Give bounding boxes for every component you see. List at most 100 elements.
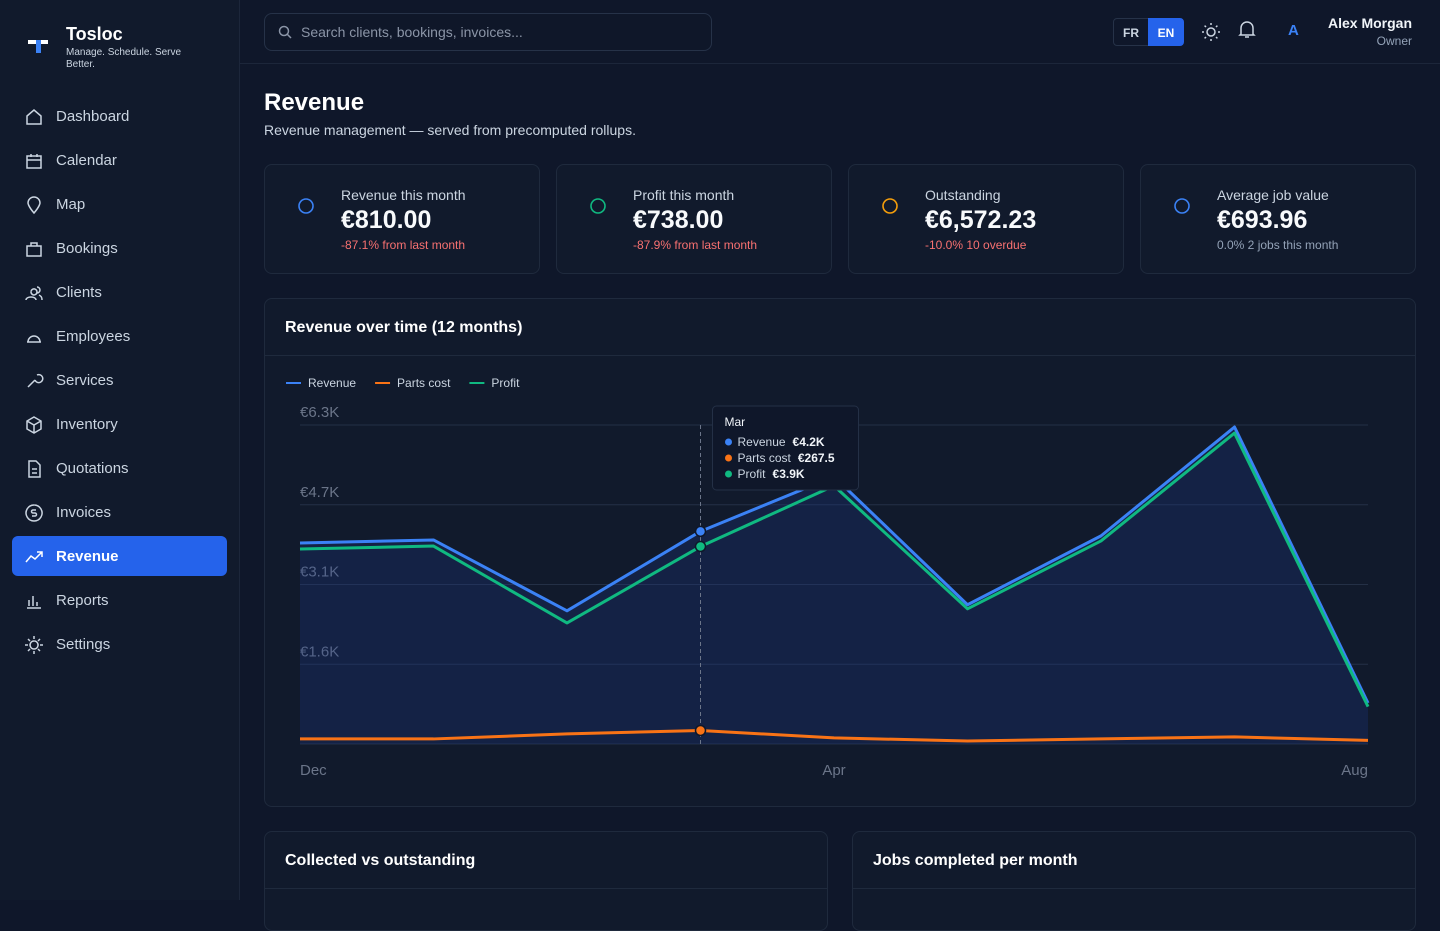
stat-icon — [882, 198, 898, 214]
nav-item[interactable]: Calendar — [12, 140, 227, 180]
stat-change: -87.9% from last month — [633, 238, 758, 252]
divider — [853, 888, 1415, 889]
notifications[interactable] — [1238, 20, 1256, 40]
tooltip-name: Profit — [738, 467, 767, 481]
tooltip-dot — [725, 454, 732, 462]
stat-label: Revenue this month — [341, 187, 466, 203]
legend-label: Parts cost — [397, 376, 451, 390]
y-tick-label: €1.6K — [300, 643, 339, 660]
icon — [28, 460, 41, 478]
hover-point — [694, 724, 707, 737]
nav-item[interactable]: Inventory — [12, 404, 227, 444]
nav-icon — [28, 460, 41, 478]
lang-button[interactable]: EN — [1148, 18, 1184, 46]
nav-icon — [26, 416, 42, 434]
tooltip-title: Mar — [725, 415, 746, 429]
x-tick-label: Aug — [1341, 762, 1368, 779]
chart-title: Revenue over time (12 months) — [285, 319, 523, 336]
nav-icon — [26, 242, 42, 257]
page-subtitle: Revenue management — served from precomp… — [264, 122, 636, 138]
hover-point — [694, 540, 707, 553]
nav-label: Quotations — [56, 459, 129, 477]
nav-label: Services — [56, 371, 114, 389]
stat-value: €6,572.23 — [925, 206, 1037, 234]
divider — [265, 888, 827, 889]
sidebar: Tosloc Manage. Schedule. Serve Better. D… — [0, 0, 240, 900]
nav-item[interactable]: Map — [12, 184, 227, 224]
nav-item[interactable]: Dashboard — [12, 96, 227, 136]
icon — [25, 636, 43, 654]
nav-icon — [25, 551, 43, 563]
avatar[interactable]: A — [1288, 22, 1299, 39]
nav-label: Inventory — [56, 415, 118, 433]
nav-item[interactable]: Settings — [12, 624, 227, 664]
nav-item[interactable]: Quotations — [12, 448, 227, 488]
y-tick-label: €4.7K — [300, 484, 339, 501]
icon — [590, 198, 606, 214]
stat-card: Profit this month €738.00 -87.9% from last… — [556, 164, 832, 274]
icon — [27, 335, 41, 343]
nav-icon — [27, 596, 41, 609]
tooltip-name: Parts cost — [738, 451, 792, 465]
tooltip-value: €267.5 — [798, 451, 835, 465]
nav-item[interactable]: Services — [12, 360, 227, 400]
x-tick-label: Apr — [822, 762, 845, 779]
search-box[interactable]: Search clients, bookings, invoices... — [264, 13, 712, 51]
chart: Revenue Parts cost Profit €1.6K €3.1K €4.7K €6… — [286, 376, 1370, 779]
nav-label: Revenue — [56, 547, 119, 565]
icon — [26, 109, 42, 125]
search-icon — [278, 25, 292, 39]
nav-label: Bookings — [56, 239, 118, 257]
nav-item[interactable]: Clients — [12, 272, 227, 312]
nav-icon — [26, 109, 42, 125]
nav-icon — [25, 504, 43, 522]
tooltip-value: €4.2K — [793, 435, 825, 449]
nav-item[interactable]: Revenue — [12, 536, 227, 576]
stat-label: Profit this month — [633, 187, 735, 203]
nav-label: Map — [56, 195, 86, 213]
nav-icon — [25, 286, 43, 301]
tooltip-name: Revenue — [738, 435, 786, 449]
stat-change: -10.0% 10 overdue — [925, 238, 1027, 252]
nav-label: Invoices — [56, 503, 112, 521]
lang-button[interactable]: FR — [1113, 18, 1149, 46]
panel: Collected vs outstanding — [264, 831, 828, 931]
icon — [26, 416, 42, 434]
icon — [298, 198, 314, 214]
stat-label: Average job value — [1217, 187, 1329, 203]
stat-value: €738.00 — [633, 206, 724, 234]
nav-label: Clients — [56, 283, 102, 301]
y-tick-label: €3.1K — [300, 564, 339, 581]
icon — [1174, 198, 1190, 214]
nav-icon — [25, 636, 43, 654]
stat-change: -87.1% from last month — [341, 238, 466, 252]
stat-icon — [590, 198, 606, 214]
icon — [26, 154, 42, 169]
stat-card: Average job value €693.96 0.0% 2 jobs this… — [1140, 164, 1416, 274]
nav-item[interactable]: Reports — [12, 580, 227, 620]
panel-title: Collected vs outstanding — [285, 852, 476, 869]
nav-icon — [27, 196, 41, 215]
stat-change: 0.0% 2 jobs this month — [1217, 238, 1339, 252]
theme-toggle[interactable] — [1201, 22, 1221, 42]
area — [300, 427, 1368, 744]
icon — [27, 196, 41, 215]
icon — [27, 596, 41, 609]
icon — [25, 504, 43, 522]
nav-icon — [26, 154, 42, 169]
stat-label: Outstanding — [925, 187, 1001, 203]
nav-label: Settings — [56, 635, 111, 653]
icon — [25, 551, 43, 563]
y-tick-label: €6.3K — [300, 404, 339, 421]
nav-label: Dashboard — [56, 107, 130, 125]
tooltip-dot — [725, 438, 732, 446]
nav-item[interactable]: Invoices — [12, 492, 227, 532]
brand-tagline: Manage. Schedule. Serve Better. — [66, 47, 182, 70]
stat-value: €693.96 — [1217, 206, 1308, 234]
icon — [882, 198, 898, 214]
legend-label: Profit — [491, 376, 520, 390]
nav-item[interactable]: Employees — [12, 316, 227, 356]
stat-value: €810.00 — [341, 206, 432, 234]
nav-item[interactable]: Bookings — [12, 228, 227, 268]
